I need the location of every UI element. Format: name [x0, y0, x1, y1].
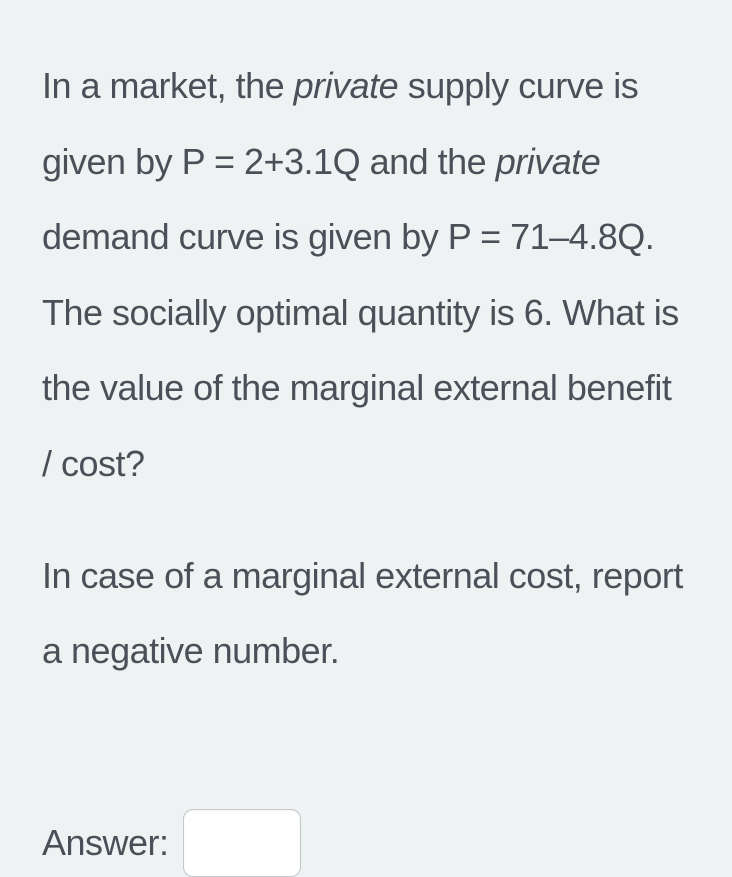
question-paragraph-1: In a market, the private supply curve is…	[42, 48, 690, 502]
question-text-part3: demand curve is given by P = 71–4.8Q. Th…	[42, 216, 679, 484]
question-text-part1: In a market, the	[42, 65, 294, 106]
question-paragraph-2: In case of a marginal external cost, rep…	[42, 538, 690, 689]
question-italic-1: private	[294, 65, 399, 106]
answer-label: Answer:	[42, 822, 169, 864]
question-container: In a market, the private supply curve is…	[42, 48, 690, 877]
question-italic-2: private	[496, 141, 601, 182]
answer-row: Answer:	[42, 809, 690, 877]
answer-input[interactable]	[183, 809, 301, 877]
